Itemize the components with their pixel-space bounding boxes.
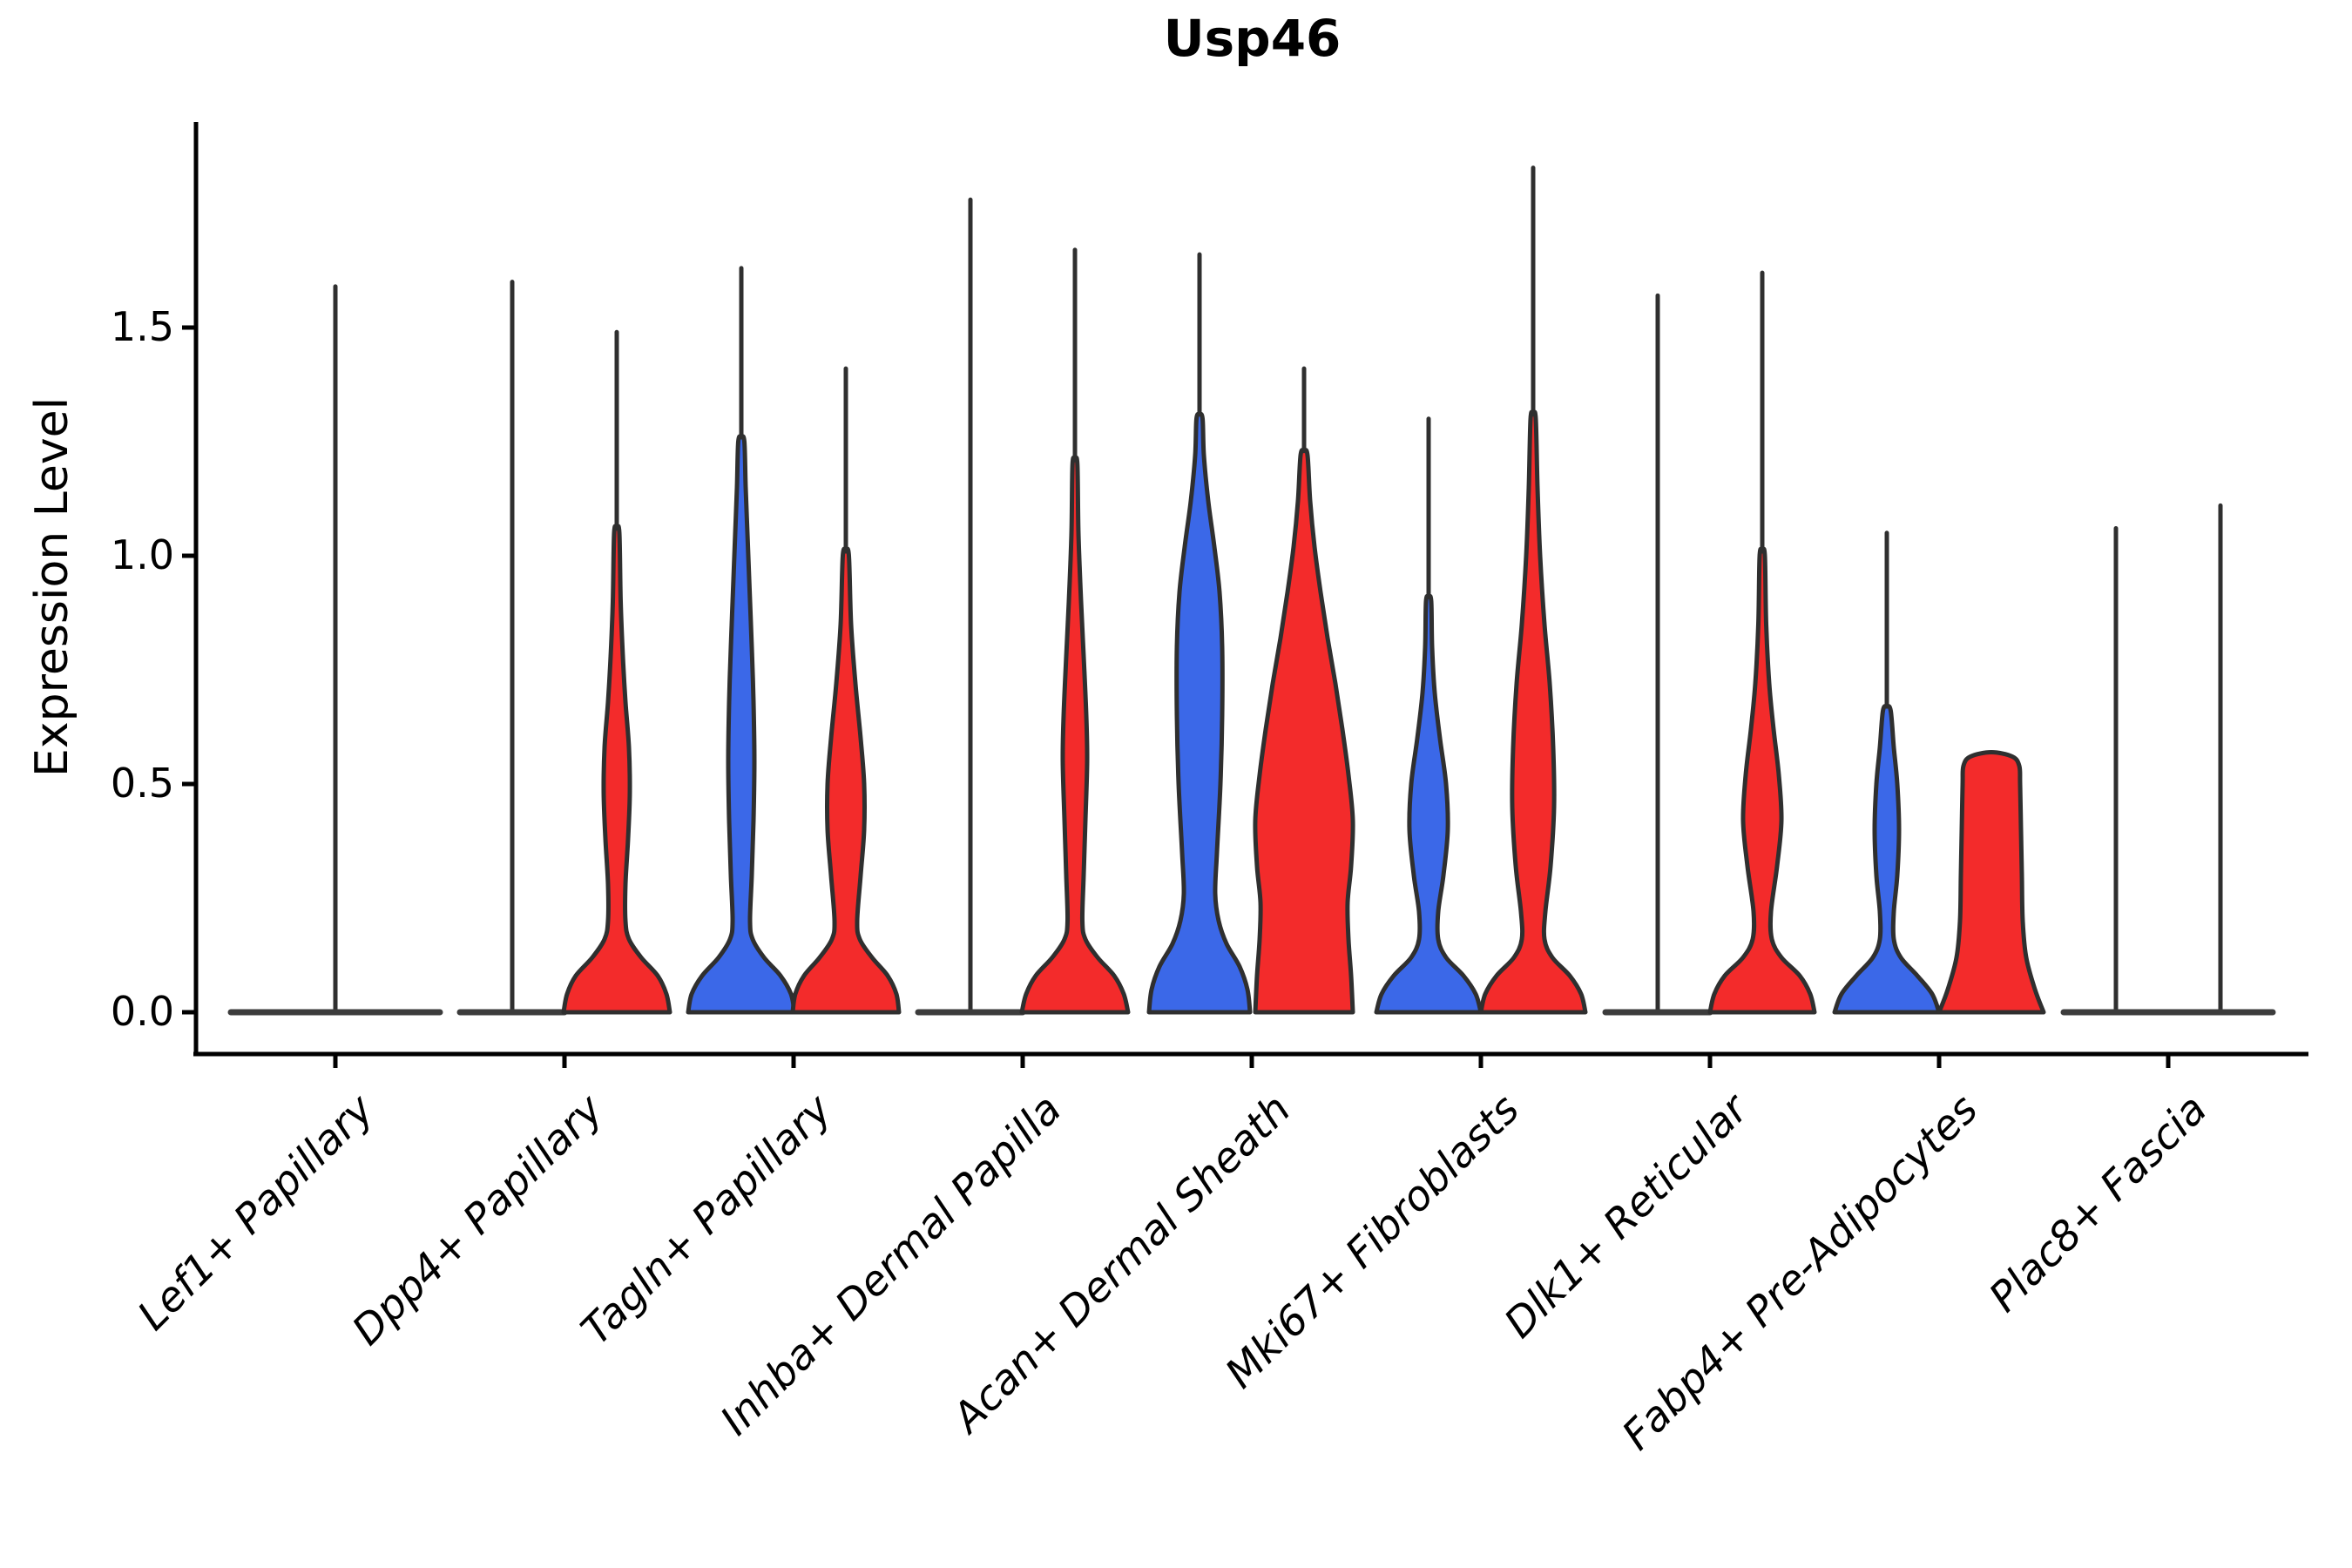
x-axis-ticks <box>333 1054 2171 1068</box>
violins-group <box>227 166 2276 1016</box>
y-axis-ticks <box>182 325 196 1015</box>
violin-acan-dermal-sheath-red <box>1253 448 1355 1015</box>
violin-dpp4-papillary-red <box>561 524 672 1015</box>
violin-fabp4-pre-adipocytes-red <box>1936 750 2046 1015</box>
violin-tagln-papillary-red <box>790 546 902 1015</box>
violin-acan-dermal-sheath-blue <box>1146 411 1253 1015</box>
chart-title: Usp46 <box>1163 9 1342 68</box>
violin-mki67-fibroblasts-red <box>1478 409 1588 1015</box>
violin-mki67-fibroblasts-blue <box>1374 593 1484 1015</box>
violin-tagln-papillary-blue <box>686 434 797 1015</box>
y-tick-label: 0.0 <box>110 988 174 1035</box>
violin-dlk1-reticular-red <box>1707 546 1817 1015</box>
violin-fabp4-pre-adipocytes-blue <box>1832 704 1942 1015</box>
y-tick-label: 1.0 <box>110 531 174 578</box>
y-tick-label: 0.5 <box>110 760 174 807</box>
y-tick-label: 1.5 <box>110 303 174 350</box>
violin-inhba-dermal-papilla-red <box>1019 455 1131 1015</box>
